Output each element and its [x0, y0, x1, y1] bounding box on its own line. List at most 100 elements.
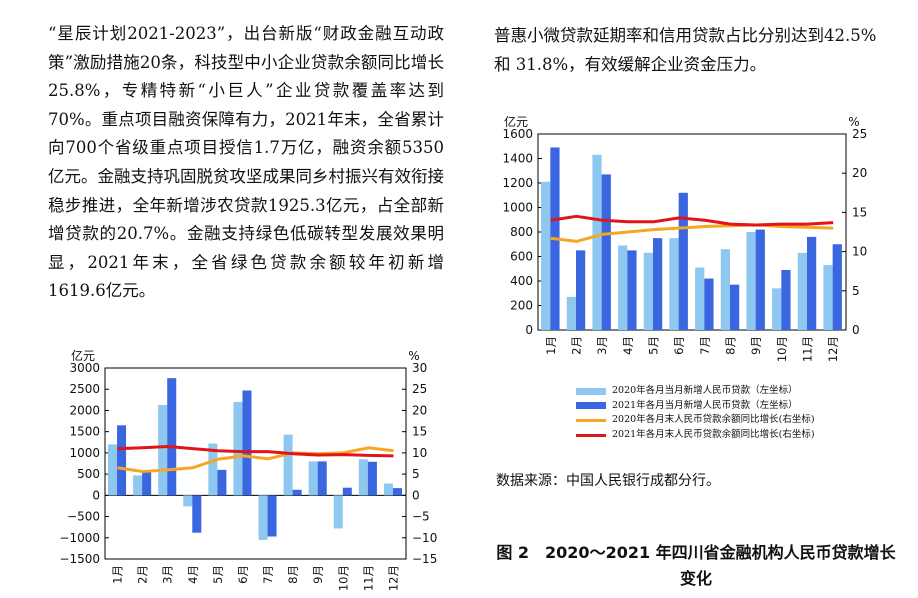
bar-2020: [283, 434, 293, 496]
bar-2021: [342, 487, 352, 496]
y2-tick-label: −10: [412, 531, 437, 545]
y2-tick-label: 10: [852, 245, 867, 259]
bar-2021: [806, 236, 817, 330]
legend-item-2020-bar: 2020年各月当月新增人民币贷款（左坐标）: [576, 384, 815, 399]
x-tick-label: 11月: [801, 336, 815, 362]
bar-2021: [392, 488, 402, 496]
bar-2020: [233, 401, 243, 496]
legend-swatch-2021-bar: [576, 402, 606, 410]
y-tick-label: −500: [67, 510, 100, 524]
x-tick-label: 4月: [186, 565, 200, 584]
bar-2020: [158, 404, 168, 496]
y-tick-label: 1200: [502, 176, 533, 190]
bar-2020: [258, 495, 268, 540]
x-tick-label: 1月: [544, 336, 558, 355]
figure-caption: 图 2 2020～2021 年四川省金融机构人民币贷款增长变化: [496, 543, 896, 588]
x-tick-label: 10月: [775, 336, 789, 362]
legend-label-2020-line: 2020年各月末人民币贷款余额同比增长(右坐标): [612, 414, 815, 426]
bar-2020: [566, 296, 576, 330]
y-axis-unit: 亿元: [504, 114, 528, 129]
y2-tick-label: 20: [852, 166, 867, 180]
y2-tick-label: −5: [412, 510, 430, 524]
y-tick-label: 1000: [502, 201, 533, 215]
bar-2020: [695, 267, 705, 330]
y2-tick-label: 25: [852, 127, 867, 141]
right-paragraph: 普惠小微贷款延期率和信用贷款占比分别达到42.5%和 31.8%，有效缓解企业资…: [494, 26, 877, 74]
x-tick-label: 5月: [647, 336, 661, 355]
bar-2021: [832, 244, 842, 330]
loan-chart-right: 1600 1400 1200 1000 800 600 400 200 0 25 20 15 10 5 0 亿…: [502, 114, 867, 362]
x-tick-label: 8月: [286, 565, 300, 584]
line-2021: [550, 214, 834, 227]
bar-2021: [117, 425, 127, 496]
bar-2021: [267, 495, 277, 537]
y2-tick-label: 30: [412, 361, 427, 375]
bar-2020: [720, 249, 730, 330]
y-tick-label: 0: [92, 488, 100, 502]
source-note: 数据来源：中国人民银行成都分行。: [496, 473, 720, 489]
x-tick-label: 3月: [595, 336, 609, 355]
bar-2020: [133, 475, 143, 496]
y2-tick-label: 0: [412, 488, 420, 502]
y2-tick-label: 25: [412, 382, 427, 396]
x-tick-label: 11月: [361, 565, 375, 591]
bar-2021: [781, 269, 791, 330]
y2-tick-label: 5: [412, 467, 420, 481]
y-tick-label: 400: [510, 274, 533, 288]
plot-frame: [104, 367, 407, 560]
bar-2020: [592, 154, 602, 330]
y2-tick-label: 0: [852, 323, 860, 337]
x-tick-label: 2月: [136, 565, 150, 584]
bar-2020: [669, 238, 679, 330]
y2-axis-unit: %: [408, 349, 419, 363]
bar-2021: [704, 278, 714, 330]
y-tick-label: 1500: [69, 425, 100, 439]
legend-item-2021-line: 2021年各月末人民币贷款余额同比增长(右坐标): [576, 428, 815, 443]
y-tick-label: −1000: [59, 531, 100, 545]
y-tick-label: 0: [525, 323, 533, 337]
bar-2020: [383, 483, 393, 496]
bar-2020: [541, 181, 551, 330]
x-tick-label: 5月: [211, 565, 225, 584]
bar-2021: [601, 174, 611, 330]
bar-2021: [575, 250, 586, 330]
bar-2021: [192, 495, 202, 533]
loan-chart-left: 3000 2500 2000 1500 1000 500 0 −500 −1000 −1500 30…: [59, 348, 437, 591]
bar-2020: [643, 252, 653, 330]
x-tick-label: 4月: [621, 336, 635, 355]
y2-axis-unit: %: [848, 115, 859, 129]
bar-2020: [618, 245, 628, 330]
bar-2021: [729, 284, 740, 330]
bar-2021: [367, 461, 377, 496]
legend-label-2020-bar: 2020年各月当月新增人民币贷款（左坐标）: [612, 385, 798, 396]
bar-2020: [183, 495, 193, 507]
x-tick-label: 9月: [311, 565, 325, 584]
bar-2020: [208, 443, 218, 496]
y-tick-label: 600: [510, 250, 533, 264]
chart-legend: 2020年各月当月新增人民币贷款（左坐标） 2021年各月当月新增人民币贷款（左…: [576, 384, 815, 442]
y-tick-label: 1000: [69, 446, 100, 460]
x-tick-label: 3月: [161, 565, 175, 584]
line-2020: [117, 446, 394, 474]
bar-2021: [292, 489, 302, 496]
x-tick-label: 12月: [826, 336, 840, 362]
x-tick-label: 12月: [386, 565, 400, 591]
bar-2021: [317, 461, 327, 496]
y2-tick-label: 10: [412, 446, 427, 460]
bar-2021: [755, 229, 765, 330]
x-tick-label: 6月: [672, 336, 686, 355]
bar-2020: [823, 265, 833, 330]
legend-swatch-2020-line: [576, 418, 606, 422]
line-2020: [550, 223, 834, 243]
bar-2020: [772, 288, 782, 330]
bar-2021: [142, 470, 152, 496]
legend-label-2021-line: 2021年各月末人民币贷款余额同比增长(右坐标): [612, 428, 815, 440]
legend-swatch-2021-line: [576, 433, 606, 437]
y-axis-unit: 亿元: [71, 348, 95, 363]
y-tick-label: 500: [77, 467, 100, 481]
bar-2021: [167, 378, 177, 496]
x-tick-label: 8月: [724, 336, 738, 355]
left-paragraph: “星辰计划2021-2023”，出台新版“财政金融互动政策”激励措施20条，科技…: [48, 24, 444, 301]
bar-2020: [333, 495, 343, 529]
y2-tick-label: 20: [412, 403, 427, 417]
